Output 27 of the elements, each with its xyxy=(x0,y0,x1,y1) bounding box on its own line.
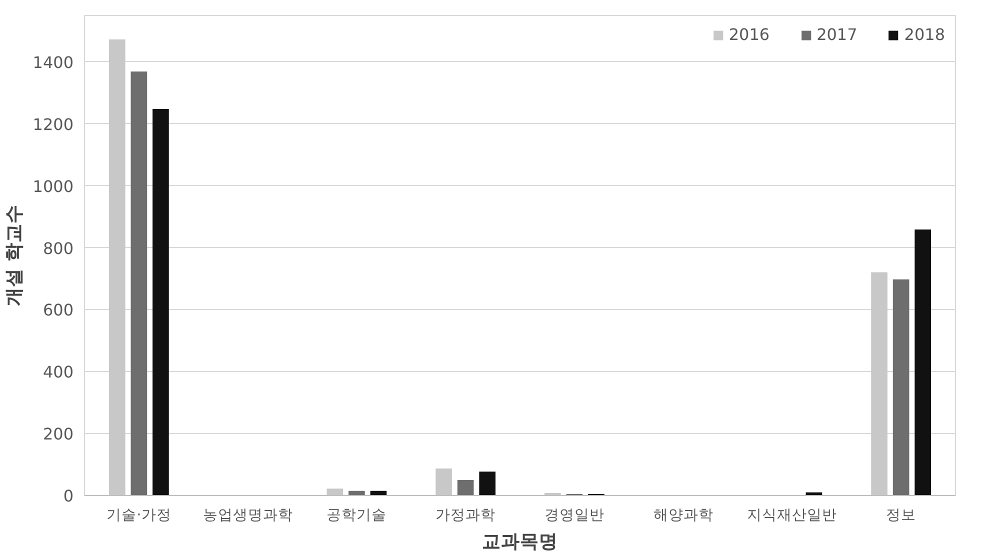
bar xyxy=(479,472,496,496)
x-tick-label: 기술·가정 xyxy=(106,506,172,524)
bar xyxy=(914,229,932,496)
y-tick-label: 800 xyxy=(42,238,74,258)
y-tick-label: 0 xyxy=(63,486,74,506)
bar xyxy=(152,109,169,496)
x-tick-label: 공학기술 xyxy=(326,506,387,524)
y-tick-label: 1000 xyxy=(32,176,74,196)
x-tick-label: 농업생명과학 xyxy=(202,506,293,524)
x-tick-label: 경영일반 xyxy=(544,506,604,524)
x-tick-label: 해양과학 xyxy=(653,506,714,524)
x-tick-label: 지식재산일반 xyxy=(747,506,838,524)
y-tick-label: 400 xyxy=(42,362,74,382)
legend-label: 2018 xyxy=(904,25,945,44)
y-tick-label: 1200 xyxy=(32,114,74,134)
legend-label: 2017 xyxy=(816,25,858,44)
bar xyxy=(892,279,910,496)
bar xyxy=(130,72,148,496)
x-tick-label: 정보 xyxy=(886,506,916,524)
x-axis-title: 교과목명 xyxy=(482,532,558,552)
y-tick-label: 200 xyxy=(42,424,74,444)
y-tick-label: 1400 xyxy=(32,52,74,72)
x-tick-label: 가정과학 xyxy=(436,506,496,524)
y-axis-title: 개설 학교수 xyxy=(4,204,25,306)
y-tick-label: 600 xyxy=(42,300,74,320)
bar xyxy=(457,480,474,496)
legend-label: 2016 xyxy=(728,25,770,44)
